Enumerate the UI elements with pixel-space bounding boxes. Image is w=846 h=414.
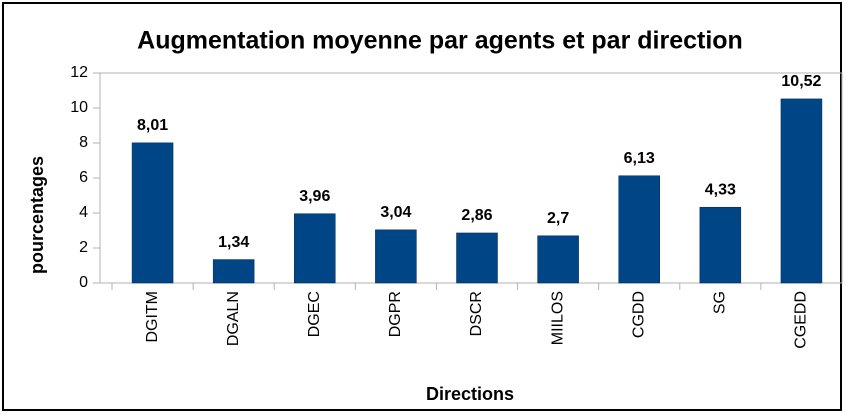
data-label: 3,96: [299, 188, 330, 205]
data-label: 3,04: [380, 204, 411, 221]
x-tick-label: CGEDD: [793, 291, 810, 349]
x-tick-label: CGDD: [630, 291, 647, 338]
x-axis-title: Directions: [426, 384, 514, 404]
x-tick-label: DGPR: [387, 291, 404, 337]
bar: [537, 235, 579, 284]
y-axis-title: pourcentages: [27, 156, 47, 274]
data-label: 6,13: [624, 150, 655, 167]
data-label: 8,01: [137, 117, 168, 134]
chart-title: Augmentation moyenne par agents et par d…: [137, 27, 743, 55]
data-label: 4,33: [705, 181, 736, 198]
y-tick-label: 6: [79, 169, 88, 186]
x-tick-label: DGALN: [225, 291, 242, 346]
bar: [780, 98, 823, 284]
data-label: 1,34: [218, 234, 249, 251]
bar: [456, 232, 498, 284]
y-tick-label: 12: [70, 64, 88, 81]
y-tick-label: 8: [79, 134, 88, 151]
x-tick-label: DGITM: [144, 291, 161, 343]
y-tick-label: 0: [79, 274, 88, 291]
x-tick-label: DGEC: [306, 291, 323, 337]
bar: [375, 229, 417, 284]
y-tick-label: 10: [70, 99, 88, 116]
bar: [212, 259, 255, 284]
y-tick-label: 4: [79, 204, 88, 221]
y-tick-label: 2: [79, 239, 88, 256]
x-tick-label: SG: [712, 291, 729, 314]
data-label: 2,7: [547, 210, 569, 227]
x-tick-label: MIILOS: [549, 291, 566, 345]
data-label: 2,86: [461, 207, 492, 224]
bar: [131, 142, 174, 284]
bar: [618, 175, 660, 284]
bar: [294, 213, 336, 284]
data-label: 10,52: [781, 73, 821, 90]
x-tick-label: DSCR: [468, 291, 485, 336]
bar: [699, 206, 742, 284]
